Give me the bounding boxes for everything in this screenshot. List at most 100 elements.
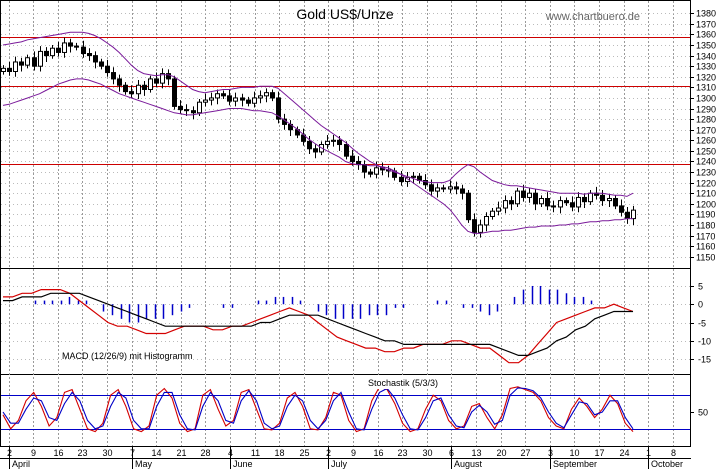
stoch-title: Stochastik (5/3/3) <box>368 378 438 388</box>
candle-up <box>25 57 30 66</box>
candle-down <box>270 92 275 99</box>
macd-y-label: -5 <box>698 319 706 329</box>
candle-down <box>625 211 630 220</box>
candle-up <box>197 101 202 114</box>
bollinger-upper-line <box>2 31 634 197</box>
x-month-label: August <box>454 459 483 469</box>
x-day-label: 23 <box>77 448 87 458</box>
candle-down <box>68 42 73 47</box>
price-y-label: 1280 <box>696 115 716 125</box>
candle-down <box>350 155 355 162</box>
candle-up <box>503 200 508 209</box>
price-y-label: 1350 <box>696 41 716 51</box>
candle-down <box>570 202 575 208</box>
x-day-label: 8 <box>671 448 676 458</box>
x-month-label: September <box>553 459 597 469</box>
candle-down <box>184 109 189 112</box>
price-y-label: 1320 <box>696 73 716 83</box>
price-y-label: 1340 <box>696 52 716 62</box>
candle-up <box>588 192 593 203</box>
price-y-label: 1180 <box>696 221 715 231</box>
candle-down <box>123 84 128 93</box>
candle-up <box>576 196 581 208</box>
candle-down <box>582 196 587 203</box>
x-day-label: 20 <box>496 448 506 458</box>
candle-up <box>215 93 220 99</box>
x-month-label: July <box>331 459 348 469</box>
x-day-label: 14 <box>151 448 161 458</box>
x-day-label: 28 <box>200 448 210 458</box>
candle-down <box>81 46 86 55</box>
candle-down <box>117 78 122 86</box>
candle-up <box>209 97 214 101</box>
candle-up <box>38 50 43 67</box>
candle-up <box>136 84 141 95</box>
x-day-label: 25 <box>299 448 309 458</box>
candle-down <box>19 61 24 66</box>
candle-up <box>478 224 483 233</box>
macd-y-label: 5 <box>698 282 703 292</box>
price-y-label: 1370 <box>696 20 716 30</box>
price-y-label: 1240 <box>696 157 716 167</box>
source-watermark: www.chartbuero.de <box>545 11 640 23</box>
bollinger-lower-line <box>2 78 633 234</box>
candle-down <box>460 188 465 194</box>
candle-down <box>509 200 514 205</box>
candle-up <box>50 47 55 57</box>
candle-up <box>607 198 612 202</box>
x-month-label: October <box>651 459 683 469</box>
candle-down <box>368 171 373 175</box>
candle-up <box>490 210 495 217</box>
candle-up <box>233 97 238 102</box>
price-y-label: 1330 <box>696 62 716 72</box>
candle-down <box>87 53 92 57</box>
candle-down <box>129 91 134 95</box>
candle-up <box>374 167 379 175</box>
x-day-label: 9 <box>351 448 356 458</box>
candle-down <box>178 105 183 111</box>
candle-down <box>564 200 569 204</box>
price-y-label: 1160 <box>696 242 715 252</box>
candle-down <box>191 110 196 114</box>
chart-title: Gold US$/Unze <box>296 6 393 22</box>
stoch-k-line <box>2 386 634 433</box>
candle-down <box>105 65 110 74</box>
candle-up <box>62 42 67 53</box>
candle-down <box>613 198 618 207</box>
candle-down <box>276 97 281 120</box>
price-y-label: 1190 <box>696 210 715 220</box>
candle-up <box>264 92 269 97</box>
candle-down <box>399 176 404 183</box>
candle-down <box>7 67 12 72</box>
x-day-label: 16 <box>373 448 383 458</box>
macd-y-label: -10 <box>698 337 711 347</box>
price-y-label: 1290 <box>696 105 716 115</box>
x-month-label: June <box>233 459 253 469</box>
macd-y-label: -15 <box>698 355 711 365</box>
x-day-label: 30 <box>422 448 432 458</box>
x-month-label: April <box>12 459 30 469</box>
candle-down <box>619 205 624 213</box>
candle-up <box>331 139 336 142</box>
x-day-label: 24 <box>619 448 629 458</box>
candle-down <box>240 97 245 101</box>
candle-up <box>558 200 563 208</box>
candle-down <box>441 187 446 190</box>
candle-down <box>600 194 605 202</box>
candle-down <box>142 84 147 90</box>
candle-up <box>1 67 6 72</box>
stoch-d-line <box>2 387 634 431</box>
candle-down <box>313 148 318 153</box>
candle-down <box>221 93 226 97</box>
x-month-label: May <box>135 459 153 469</box>
candle-up <box>527 192 532 198</box>
price-y-label: 1170 <box>696 232 715 242</box>
candle-down <box>362 164 367 173</box>
macd-title: MACD (12/26/9) mit Histogramm <box>62 351 193 361</box>
candle-up <box>515 190 520 205</box>
candle-down <box>466 192 471 221</box>
price-y-label: 1380 <box>696 9 716 19</box>
candle-down <box>533 192 538 205</box>
